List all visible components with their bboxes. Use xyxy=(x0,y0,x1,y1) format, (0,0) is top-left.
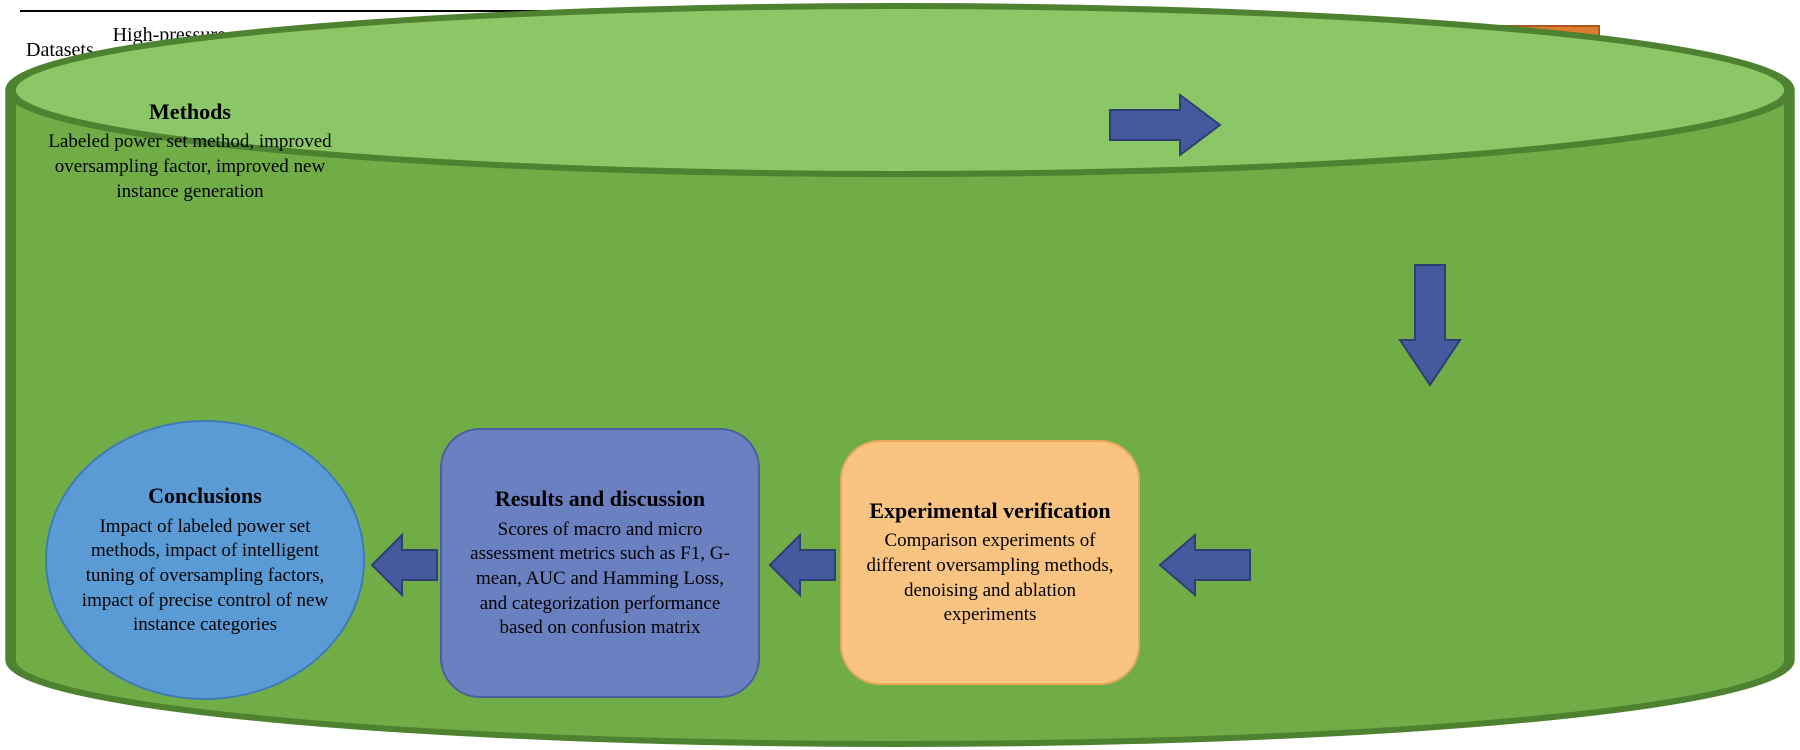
methods-body: Labeled power set method, improved overs… xyxy=(38,130,342,204)
experimental-box: Experimental verification Comparison exp… xyxy=(840,440,1140,685)
arrow-right-icon xyxy=(1105,90,1225,160)
conclusions-ellipse: Conclusions Impact of labeled power set … xyxy=(45,420,365,700)
conclusions-title: Conclusions xyxy=(148,482,262,511)
experimental-title: Experimental verification xyxy=(869,497,1110,526)
results-title: Results and discussion xyxy=(495,485,705,514)
methods-cylinder: Methods Labeled power set method, improv… xyxy=(20,20,360,270)
experimental-body: Comparison experiments of different over… xyxy=(860,529,1120,628)
results-box: Results and discussion Scores of macro a… xyxy=(440,428,760,698)
methods-title: Methods xyxy=(149,98,231,127)
arrow-left-icon xyxy=(367,530,442,600)
arrow-down-icon xyxy=(1395,260,1465,390)
arrow-left-icon xyxy=(765,530,840,600)
arrow-left-icon xyxy=(1155,530,1255,600)
conclusions-body: Impact of labeled power set methods, imp… xyxy=(65,515,345,638)
results-body: Scores of macro and micro assessment met… xyxy=(460,518,740,641)
